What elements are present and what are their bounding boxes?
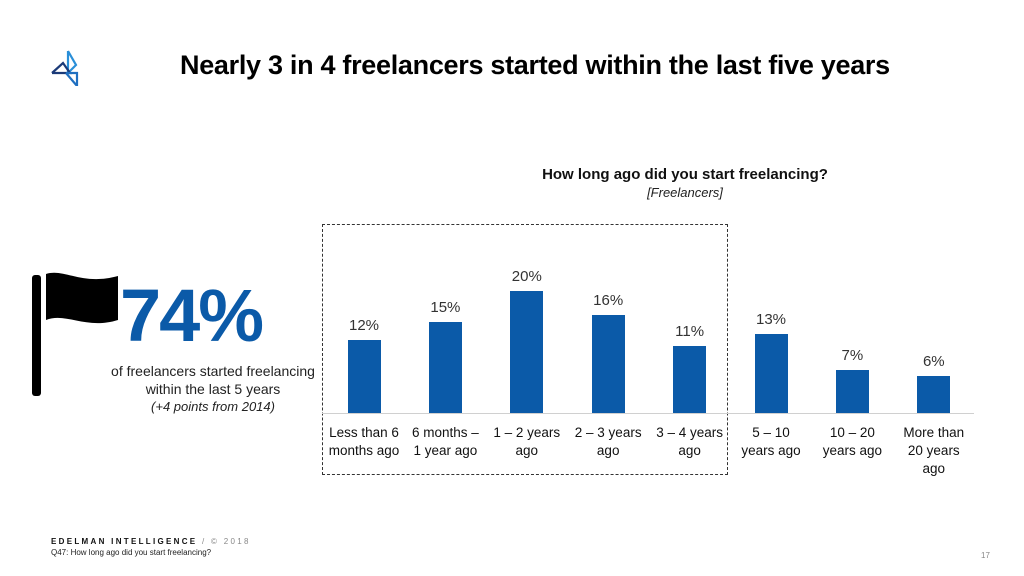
- footer-brand: EDELMAN INTELLIGENCE / © 2018: [51, 537, 251, 546]
- category-label: 5 – 10 years ago: [741, 425, 801, 458]
- category-label: More than 20 years ago: [903, 425, 965, 476]
- bar-value-label: 16%: [593, 292, 624, 310]
- caption-line2: within the last 5 years: [145, 381, 281, 397]
- bar: [917, 376, 951, 413]
- highlight-box: [322, 224, 728, 475]
- x-axis-baseline: [322, 413, 974, 414]
- bar-value-label: 15%: [430, 298, 461, 316]
- category-label: 3 – 4 years ago: [656, 425, 723, 458]
- bar: [428, 321, 462, 413]
- bar: [673, 345, 707, 413]
- caption-note: (+4 points from 2014): [151, 399, 275, 414]
- page-number: 17: [981, 551, 990, 560]
- bar-value-label: 20%: [511, 268, 542, 285]
- bar: [754, 333, 788, 413]
- footer-question: Q47: How long ago did you start freelanc…: [51, 548, 212, 557]
- big-percentage: 74%: [120, 274, 264, 357]
- bar-value-label: 13%: [755, 310, 787, 328]
- flag-icon: [32, 272, 118, 396]
- chart-subtitle: [Freelancers]: [647, 185, 723, 200]
- bar: [591, 315, 625, 413]
- category-label: 1 – 2 years ago: [493, 425, 561, 458]
- edelman-logo-icon: [51, 50, 79, 86]
- category-label: 10 – 20 years ago: [822, 425, 883, 458]
- callout-caption: of freelancers started freelancing withi…: [88, 362, 338, 416]
- bar-value-label: 11%: [675, 322, 705, 340]
- bar-value-label: 12%: [348, 316, 380, 334]
- bar: [835, 370, 869, 413]
- copyright: / © 2018: [197, 537, 251, 546]
- chart-title: How long ago did you start freelancing?: [542, 166, 828, 183]
- page-title: Nearly 3 in 4 freelancers started within…: [180, 50, 890, 80]
- category-label: 2 – 3 years ago: [574, 425, 642, 458]
- bar-value-label: 6%: [922, 353, 945, 371]
- caption-line1: of freelancers started freelancing: [111, 363, 315, 379]
- brand-name: EDELMAN INTELLIGENCE: [51, 537, 198, 546]
- bar-value-label: 7%: [841, 347, 864, 365]
- category-label: 6 months –1 year ago: [411, 425, 479, 458]
- category-label: Less than 6 months ago: [328, 425, 400, 458]
- bar: [347, 339, 381, 413]
- bar: [510, 291, 544, 413]
